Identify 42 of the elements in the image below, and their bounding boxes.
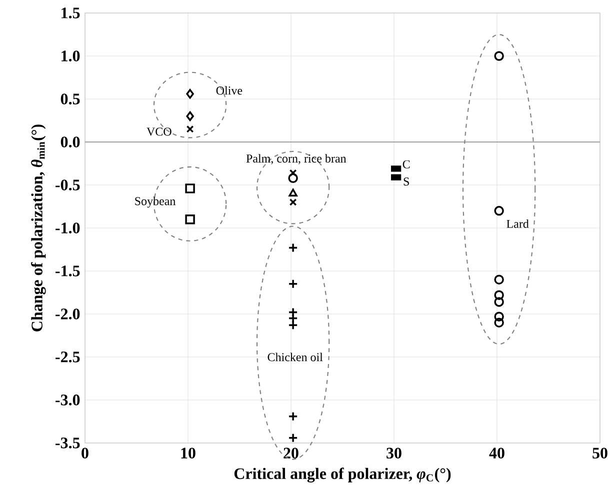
point [494,51,504,61]
annotation: Olive [216,86,242,95]
point [186,125,194,133]
x-tick-label: 50 [592,448,608,458]
point [288,173,298,183]
y-tick-label: 0.0 [60,136,80,148]
y-tick-label: 1.0 [62,50,80,62]
point [186,111,194,122]
x-tick-label: 40 [489,448,504,458]
point [494,318,504,328]
annotation: S [404,178,409,186]
y-tick-label: -3.5 [56,438,80,448]
point [494,312,504,322]
y-tick-label: -0.5 [56,180,80,190]
annotation: C [402,160,410,168]
annotation: VCO [146,128,172,136]
y-tick-label: 0.5 [60,94,80,104]
y-tick-label: -1.5 [56,266,80,276]
y-tick-label: 1.5 [62,8,80,18]
point [494,274,504,284]
point [185,184,195,194]
y-axis-title: Change of polarization, θ$_{min}$(°) [31,124,46,332]
point [494,290,504,300]
annotation: Lard [506,219,529,228]
x-tick-label: 0 [82,448,88,458]
point [185,214,195,224]
x-tick-label: 30 [386,448,402,458]
annotation: Chicken oil [268,352,323,362]
point [288,188,298,196]
annotation: Palm, corn, rice bran [246,154,346,164]
y-tick-label: -2.5 [56,352,80,362]
x-tick-label: 20 [284,448,298,458]
y-tick-label: -2.0 [56,308,80,320]
point [289,198,297,206]
x-axis-title: Critical angle of polarizer, φ$_{C}$(°) [234,468,451,482]
y-tick-label: -3.0 [56,394,80,406]
point [494,206,504,216]
annotation: Soybean [135,196,176,208]
point [186,88,194,99]
y-tick-label: -1.0 [56,222,80,234]
x-tick-label: 10 [181,448,196,458]
point [494,297,504,307]
